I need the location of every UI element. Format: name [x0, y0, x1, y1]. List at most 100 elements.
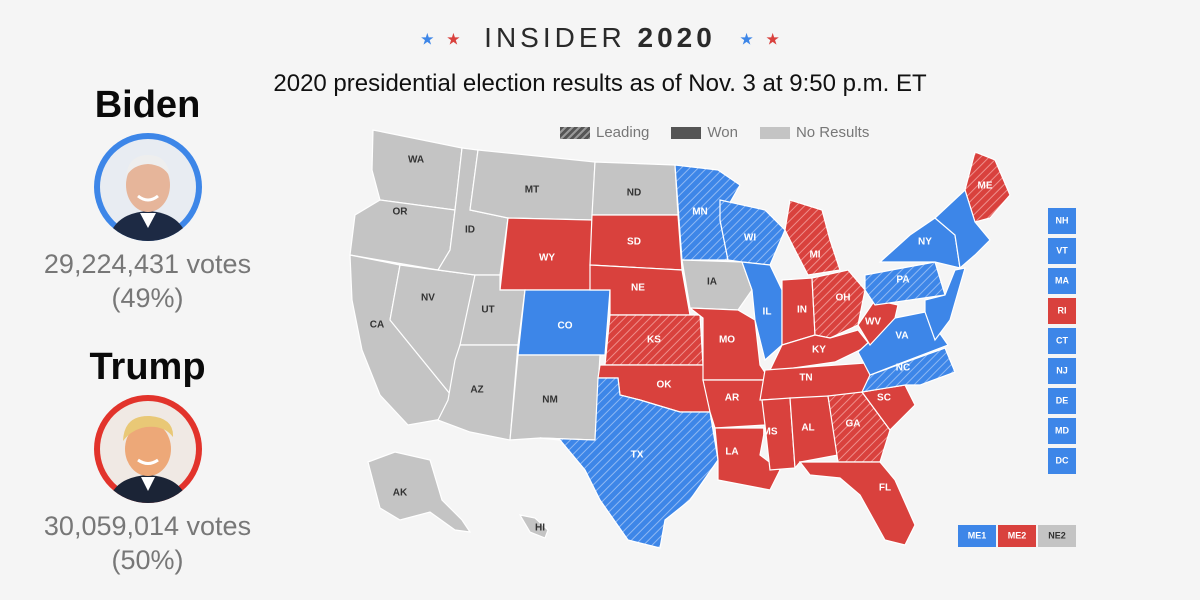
- star-icon: ★: [420, 31, 435, 49]
- candidate-percent: (49%): [111, 283, 184, 313]
- small-state-box: [1048, 238, 1076, 264]
- small-state-label: VT: [1056, 245, 1068, 255]
- state-label-tx: TX: [631, 450, 644, 461]
- small-state-box: [1048, 358, 1076, 384]
- small-state-box: [1048, 418, 1076, 444]
- state-label-nc: NC: [896, 363, 910, 374]
- small-state-box: [1048, 298, 1076, 324]
- state-label-mt: MT: [525, 185, 539, 196]
- candidate-name: Trump: [89, 346, 206, 388]
- state-label-ny: NY: [918, 237, 932, 248]
- candidate-percent: (50%): [111, 545, 184, 575]
- state-MD-DE-NJ[interactable]: [924, 267, 966, 342]
- legend-label: Won: [707, 124, 738, 141]
- state-AR[interactable]: [702, 379, 771, 429]
- state-NE-states[interactable]: [934, 188, 991, 270]
- state-MI[interactable]: [784, 199, 841, 276]
- brand-header: ★ ★ INSIDER 2020 ★ ★: [0, 22, 1200, 54]
- state-label-ca: CA: [370, 320, 384, 331]
- state-label-id: ID: [465, 225, 475, 236]
- small-state-dc[interactable]: DC: [1048, 448, 1076, 474]
- brand-year: 2020: [637, 22, 716, 53]
- state-label-nm: NM: [542, 395, 558, 406]
- state-AK[interactable]: [367, 451, 472, 533]
- state-WV[interactable]: [857, 299, 899, 346]
- small-state-de[interactable]: DE: [1048, 388, 1076, 414]
- state-label-ky: KY: [812, 345, 826, 356]
- state-IL[interactable]: [741, 261, 783, 362]
- state-label-ia: IA: [707, 277, 717, 288]
- state-TX[interactable]: [539, 377, 719, 549]
- state-CO[interactable]: [517, 289, 611, 356]
- state-NC[interactable]: [860, 347, 956, 393]
- state-WA[interactable]: [371, 129, 463, 211]
- state-label-or: OR: [393, 207, 409, 218]
- small-state-box: [1048, 208, 1076, 234]
- state-MS[interactable]: [761, 397, 796, 471]
- state-label-hi: HI: [535, 523, 545, 534]
- state-label-la: LA: [725, 447, 738, 458]
- small-state-label: DC: [1056, 455, 1069, 465]
- state-label-ms: MS: [763, 427, 778, 438]
- state-FL[interactable]: [798, 461, 916, 546]
- candidate-name: Biden: [94, 84, 201, 126]
- state-label-mo: MO: [719, 335, 735, 346]
- state-label-nv: NV: [421, 293, 435, 304]
- state-IA[interactable]: [681, 259, 753, 311]
- small-state-boxes: NH VT MA RI CT NJ DE MD DC: [1048, 208, 1076, 474]
- small-state-nj[interactable]: NJ: [1048, 358, 1076, 384]
- state-label-ak: AK: [393, 488, 408, 499]
- district-label: ME1: [968, 530, 987, 540]
- small-state-vt[interactable]: VT: [1048, 238, 1076, 264]
- state-label-wa: WA: [408, 155, 424, 166]
- state-label-ok: OK: [657, 380, 673, 391]
- state-label-wy: WY: [539, 253, 555, 264]
- district-box: [1038, 525, 1076, 547]
- avatar: [93, 395, 202, 503]
- solid-swatch-icon: [671, 126, 702, 139]
- state-AL[interactable]: [789, 395, 839, 470]
- state-label-wv: WV: [865, 317, 881, 328]
- state-label-az: AZ: [470, 385, 483, 396]
- state-label-nd: ND: [627, 188, 641, 199]
- state-OH[interactable]: [811, 269, 866, 339]
- district-ne2[interactable]: NE2: [1038, 525, 1076, 547]
- small-state-ma[interactable]: MA: [1048, 268, 1076, 294]
- state-label-fl: FL: [879, 483, 891, 494]
- district-label: NE2: [1048, 530, 1066, 540]
- state-label-va: VA: [895, 331, 908, 342]
- candidate-votes: 30,059,014 votes: [43, 511, 252, 541]
- small-state-md[interactable]: MD: [1048, 418, 1076, 444]
- small-state-nh[interactable]: NH: [1048, 208, 1076, 234]
- small-state-ri[interactable]: RI: [1048, 298, 1076, 324]
- state-label-sd: SD: [627, 237, 641, 248]
- state-label-in: IN: [797, 305, 807, 316]
- state-label-mn: MN: [692, 207, 708, 218]
- small-state-label: CT: [1056, 335, 1068, 345]
- state-label-il: IL: [763, 307, 772, 318]
- small-state-box: [1048, 448, 1076, 474]
- small-state-label: NJ: [1056, 365, 1068, 375]
- legend-no-results: No Results: [759, 124, 869, 141]
- state-PA[interactable]: [864, 261, 946, 306]
- state-LA[interactable]: [714, 427, 781, 491]
- state-label-me: ME: [978, 181, 993, 192]
- brand-name: INSIDER: [484, 22, 626, 53]
- small-state-label: NH: [1056, 215, 1069, 225]
- candidate-trump: Trump 30,059,014 votes (50%): [20, 346, 275, 577]
- small-state-label: RI: [1058, 305, 1067, 315]
- district-me2[interactable]: ME2: [998, 525, 1036, 547]
- state-label-wi: WI: [744, 233, 756, 244]
- small-state-ct[interactable]: CT: [1048, 328, 1076, 354]
- legend-won: Won: [671, 124, 738, 141]
- small-state-label: MA: [1055, 275, 1069, 285]
- state-HI[interactable]: [518, 514, 549, 539]
- state-label-al: AL: [801, 423, 814, 434]
- state-label-ks: KS: [647, 335, 661, 346]
- district-me1[interactable]: ME1: [958, 525, 996, 547]
- legend-label: Leading: [596, 124, 650, 141]
- state-AZ[interactable]: [437, 344, 519, 441]
- state-label-co: CO: [558, 321, 573, 332]
- state-label-ar: AR: [725, 393, 740, 404]
- state-label-ut: UT: [481, 305, 494, 316]
